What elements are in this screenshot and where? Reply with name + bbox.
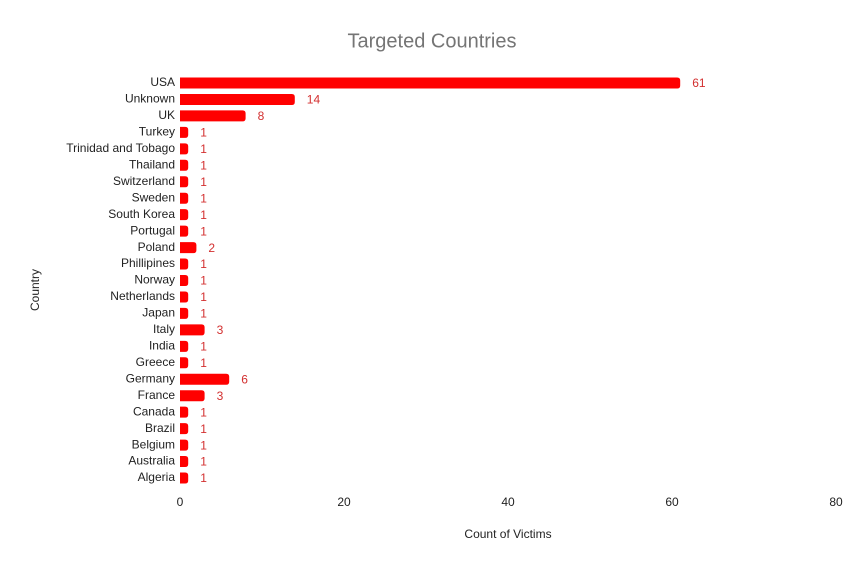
y-tick-label: Portugal <box>130 223 175 237</box>
y-tick-label: Trinidad and Tobago <box>66 141 175 155</box>
y-tick-label: USA <box>150 75 175 89</box>
bar <box>180 439 189 451</box>
bar <box>180 192 189 204</box>
bar <box>180 423 189 435</box>
x-axis-title: Count of Victims <box>464 527 551 541</box>
y-tick-label: Phillipines <box>121 256 175 270</box>
data-label: 1 <box>200 175 207 189</box>
x-tick-label: 60 <box>665 495 679 509</box>
y-tick-label: Thailand <box>129 157 175 171</box>
bar <box>180 275 189 286</box>
bar <box>180 456 189 468</box>
data-label: 8 <box>258 109 265 123</box>
data-label: 1 <box>200 126 207 140</box>
data-label: 1 <box>200 356 207 370</box>
data-label: 1 <box>200 307 207 321</box>
bar <box>180 406 189 418</box>
bar <box>180 143 189 155</box>
data-label: 1 <box>200 208 207 222</box>
y-tick-label: Belgium <box>132 437 175 451</box>
bar <box>180 110 246 122</box>
y-tick-label: South Korea <box>108 207 175 221</box>
bar <box>180 176 189 188</box>
bar <box>180 225 189 237</box>
y-tick-label: Japan <box>142 306 175 320</box>
bar <box>180 340 189 352</box>
data-label: 1 <box>200 422 207 436</box>
x-tick-label: 0 <box>177 495 184 509</box>
x-tick-label: 40 <box>501 495 515 509</box>
bar <box>180 209 189 221</box>
data-label: 1 <box>200 158 207 172</box>
y-tick-label: Unknown <box>125 92 175 106</box>
data-label: 1 <box>200 142 207 156</box>
y-tick-label: Greece <box>136 355 176 369</box>
data-label: 1 <box>200 405 207 419</box>
bar <box>180 242 197 254</box>
y-tick-label: Sweden <box>132 190 175 204</box>
y-tick-label: Poland <box>138 240 175 254</box>
y-tick-label: Turkey <box>139 125 175 139</box>
y-tick-label: Switzerland <box>113 174 175 188</box>
data-label: 1 <box>200 340 207 354</box>
y-axis-title: Country <box>28 269 42 311</box>
data-label: 1 <box>200 224 207 238</box>
data-label: 1 <box>200 471 207 485</box>
data-label: 1 <box>200 438 207 452</box>
y-tick-label: France <box>138 388 176 402</box>
bar <box>180 472 189 484</box>
bar <box>180 373 230 385</box>
y-tick-label: Netherlands <box>110 289 175 303</box>
data-label: 61 <box>692 76 706 90</box>
x-tick-label: 80 <box>829 495 843 509</box>
y-tick-label: Australia <box>128 454 175 468</box>
bar <box>180 258 189 270</box>
bar <box>180 307 189 319</box>
bar <box>180 159 189 171</box>
bar <box>180 357 189 369</box>
y-tick-label: India <box>149 339 175 353</box>
bar <box>180 77 681 89</box>
chart-title: Targeted Countries <box>348 30 517 52</box>
data-label: 2 <box>208 241 215 255</box>
data-label: 1 <box>200 290 207 304</box>
bar <box>180 390 205 402</box>
bar <box>180 324 205 336</box>
data-label: 3 <box>217 323 224 337</box>
bar <box>180 126 189 138</box>
y-tick-label: Norway <box>134 273 175 287</box>
data-label: 1 <box>200 274 207 288</box>
data-label: 14 <box>307 93 321 107</box>
y-tick-label: UK <box>158 108 175 122</box>
bar <box>180 93 295 105</box>
y-tick-label: Brazil <box>145 421 175 435</box>
y-tick-label: Algeria <box>138 470 176 484</box>
data-label: 3 <box>217 389 224 403</box>
y-tick-label: Canada <box>133 404 175 418</box>
y-tick-label: Germany <box>126 371 175 385</box>
bar <box>180 291 189 303</box>
data-label: 6 <box>241 372 248 386</box>
data-label: 1 <box>200 455 207 469</box>
x-tick-label: 20 <box>337 495 351 509</box>
y-tick-label: Italy <box>153 322 175 336</box>
data-label: 1 <box>200 191 207 205</box>
data-label: 1 <box>200 257 207 271</box>
